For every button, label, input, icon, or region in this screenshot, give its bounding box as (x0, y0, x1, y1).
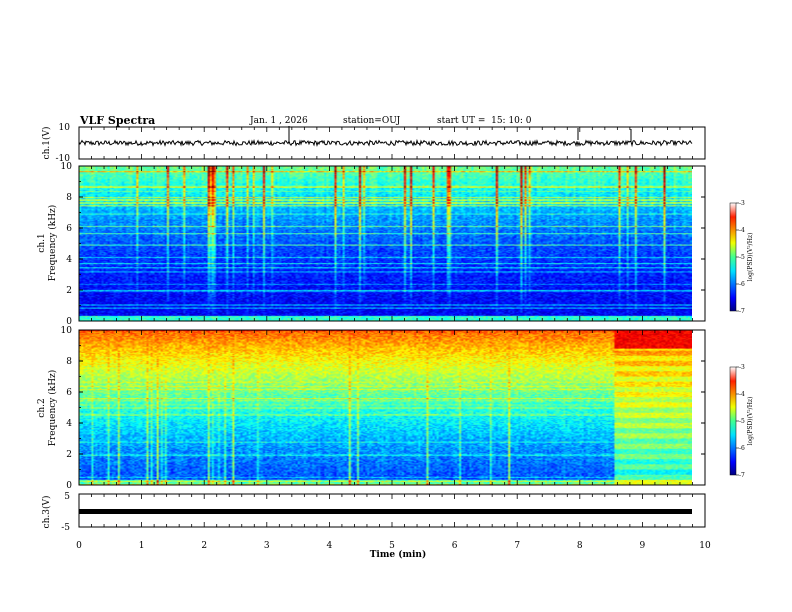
ytick-label: 2 (66, 286, 72, 296)
colorbar-tick-label: -7 (739, 472, 745, 479)
ytick-label: 8 (66, 193, 72, 203)
ch2-spec-ylabel-frequency: Frequency (kHz) (47, 370, 58, 447)
ch2-spectrogram-panel: ch.2 Frequency (kHz) 0 2 4 6 8 10 (37, 326, 706, 491)
time-tick-labels: 0 1 2 3 4 5 6 7 8 9 10 (76, 541, 711, 551)
figure-title: VLF Spectra (80, 114, 156, 127)
colorbar-tick-label: -4 (739, 227, 745, 234)
ch2-colorbar-gradient (729, 366, 737, 476)
ytick-label: 4 (66, 255, 72, 265)
ch2-colorbar-label: log(PSD)(V²/Hz) (747, 397, 754, 446)
ch1-ytick-label: -10 (56, 154, 71, 164)
ch2-colorbar-ticks: -3 -4 -5 -6 -7 (736, 364, 745, 479)
ch1-spec-yticks: 0 2 4 6 8 10 (61, 162, 705, 327)
ytick-label: 10 (61, 162, 73, 172)
ch1-ylabel: ch.1(V) (41, 127, 52, 160)
xtick-label: 4 (327, 541, 333, 551)
colorbar-tick-label: -5 (739, 418, 745, 425)
ch2-spec-yticks: 0 2 4 6 8 10 (61, 326, 705, 491)
date-label: Jan. 1 , 2026 (250, 116, 308, 126)
ch1-colorbar-ticks: -3 -4 -5 -6 -7 (736, 200, 745, 315)
colorbar-tick-label: -6 (739, 445, 745, 452)
xtick-label: 6 (452, 541, 458, 551)
colorbar-tick-label: -5 (739, 254, 745, 261)
ch1-spectrogram-panel: ch.1 Frequency (kHz) 0 2 4 6 8 10 (37, 162, 706, 327)
ch1-spec-ylabel-channel: ch.1 (37, 233, 47, 252)
time-ticks (78, 127, 706, 527)
colorbar-tick-label: -7 (739, 308, 745, 315)
ch3-ylabel: ch.3(V) (41, 496, 52, 529)
ytick-label: 4 (66, 419, 72, 429)
ytick-label: 6 (66, 388, 72, 398)
ch1-colorbar-gradient (729, 202, 737, 312)
xtick-label: 2 (201, 541, 207, 551)
xtick-label: 10 (699, 541, 711, 551)
ch3-waveform-line (79, 509, 692, 514)
ch1-waveform-panel: ch.1(V) 10 -10 (41, 123, 706, 164)
station-label: station=OUJ (343, 116, 401, 126)
ytick-label: 8 (66, 357, 72, 367)
ch1-waveform-line (78, 138, 693, 148)
xtick-label: 5 (389, 541, 395, 551)
ch2-spec-ylabel-channel: ch.2 (37, 398, 47, 417)
xtick-label: 7 (514, 541, 520, 551)
ch1-colorbar: -3 -4 -5 -6 -7 log(PSD)(V²/Hz) (729, 200, 754, 315)
xtick-label: 0 (76, 541, 82, 551)
ch3-ytick-label: -5 (61, 523, 70, 533)
colorbar-tick-label: -4 (739, 391, 745, 398)
ytick-label: 0 (66, 481, 72, 491)
xtick-label: 8 (577, 541, 583, 551)
ch2-colorbar: -3 -4 -5 -6 -7 log(PSD)(V²/Hz) (729, 364, 754, 479)
ch3-ytick-label: 5 (64, 492, 70, 502)
ytick-label: 6 (66, 224, 72, 234)
ch1-spectrogram-image (79, 166, 692, 321)
xtick-label: 1 (139, 541, 145, 551)
x-axis-label: Time (min) (370, 549, 427, 560)
ch3-waveform-panel: ch.3(V) 5 -5 (41, 492, 706, 533)
ch1-colorbar-label: log(PSD)(V²/Hz) (747, 233, 754, 282)
xtick-label: 9 (640, 541, 646, 551)
ch1-spec-ylabel-frequency: Frequency (kHz) (47, 205, 58, 282)
ytick-label: 0 (66, 317, 72, 327)
colorbar-tick-label: -6 (739, 281, 745, 288)
ch1-ytick-label: 10 (59, 123, 71, 133)
ch2-spectrogram-image (79, 330, 692, 485)
colorbar-tick-label: -3 (739, 364, 745, 371)
ytick-label: 10 (61, 326, 73, 336)
xtick-label: 3 (264, 541, 270, 551)
colorbar-tick-label: -3 (739, 200, 745, 207)
start-ut-label: start UT = 15: 10: 0 (437, 116, 532, 126)
ytick-label: 2 (66, 450, 72, 460)
